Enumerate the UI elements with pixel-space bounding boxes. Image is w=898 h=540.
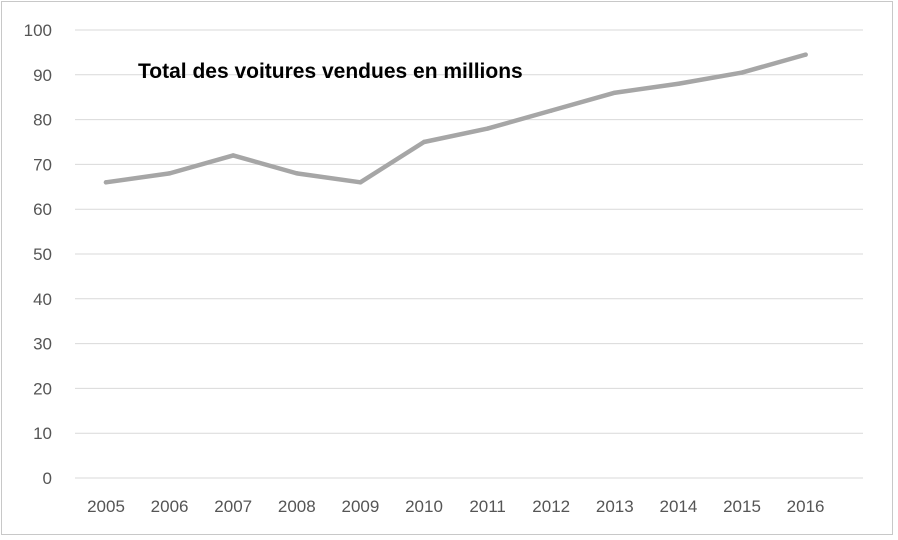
y-tick-label: 50 [33,245,52,264]
y-tick-label: 80 [33,111,52,130]
x-tick-label: 2013 [596,497,634,516]
data-point-2010 [421,139,427,145]
y-tick-label: 100 [24,21,52,40]
x-tick-label: 2014 [659,497,697,516]
gridlines [75,29,863,479]
data-point-2011 [485,126,490,131]
x-tick-label: 2012 [532,497,570,516]
x-tick-label: 2010 [405,497,443,516]
x-tick-label: 2005 [87,497,125,516]
x-tick-label: 2007 [214,497,252,516]
data-point-2016 [803,52,808,57]
x-tick-label: 2011 [469,497,506,516]
x-tick-label: 2009 [341,497,379,516]
data-point-2013 [612,90,617,95]
data-point-2005 [103,180,109,185]
x-tick-label: 2016 [787,497,825,516]
series-line-0 [103,52,808,185]
data-point-2009 [358,180,363,185]
chart-title: Total des voitures vendues en millions [138,60,523,83]
y-tick-label: 90 [33,66,52,85]
y-tick-label: 40 [33,290,52,309]
data-point-2015 [739,70,745,75]
y-tick-label: 60 [33,200,52,219]
data-point-2012 [549,108,554,113]
x-tick-label: 2006 [151,497,189,516]
y-axis-tick-labels: 0 10 20 30 40 50 60 70 80 90 100 [24,21,52,488]
data-point-2014 [676,81,681,86]
data-point-2006 [167,171,172,176]
y-tick-label: 20 [33,379,52,398]
y-tick-label: 10 [33,424,52,443]
x-tick-label: 2008 [278,497,316,516]
x-axis-tick-labels: 2005 2006 2007 2008 2009 2010 2011 2012 2013 2014… [87,497,824,516]
data-point-2008 [294,171,299,176]
y-tick-label: 0 [43,469,52,488]
series-group [103,52,808,185]
data-point-2007 [231,153,236,158]
y-tick-label: 30 [33,335,52,354]
y-tick-label: 70 [33,155,52,174]
x-tick-label: 2015 [723,497,761,516]
